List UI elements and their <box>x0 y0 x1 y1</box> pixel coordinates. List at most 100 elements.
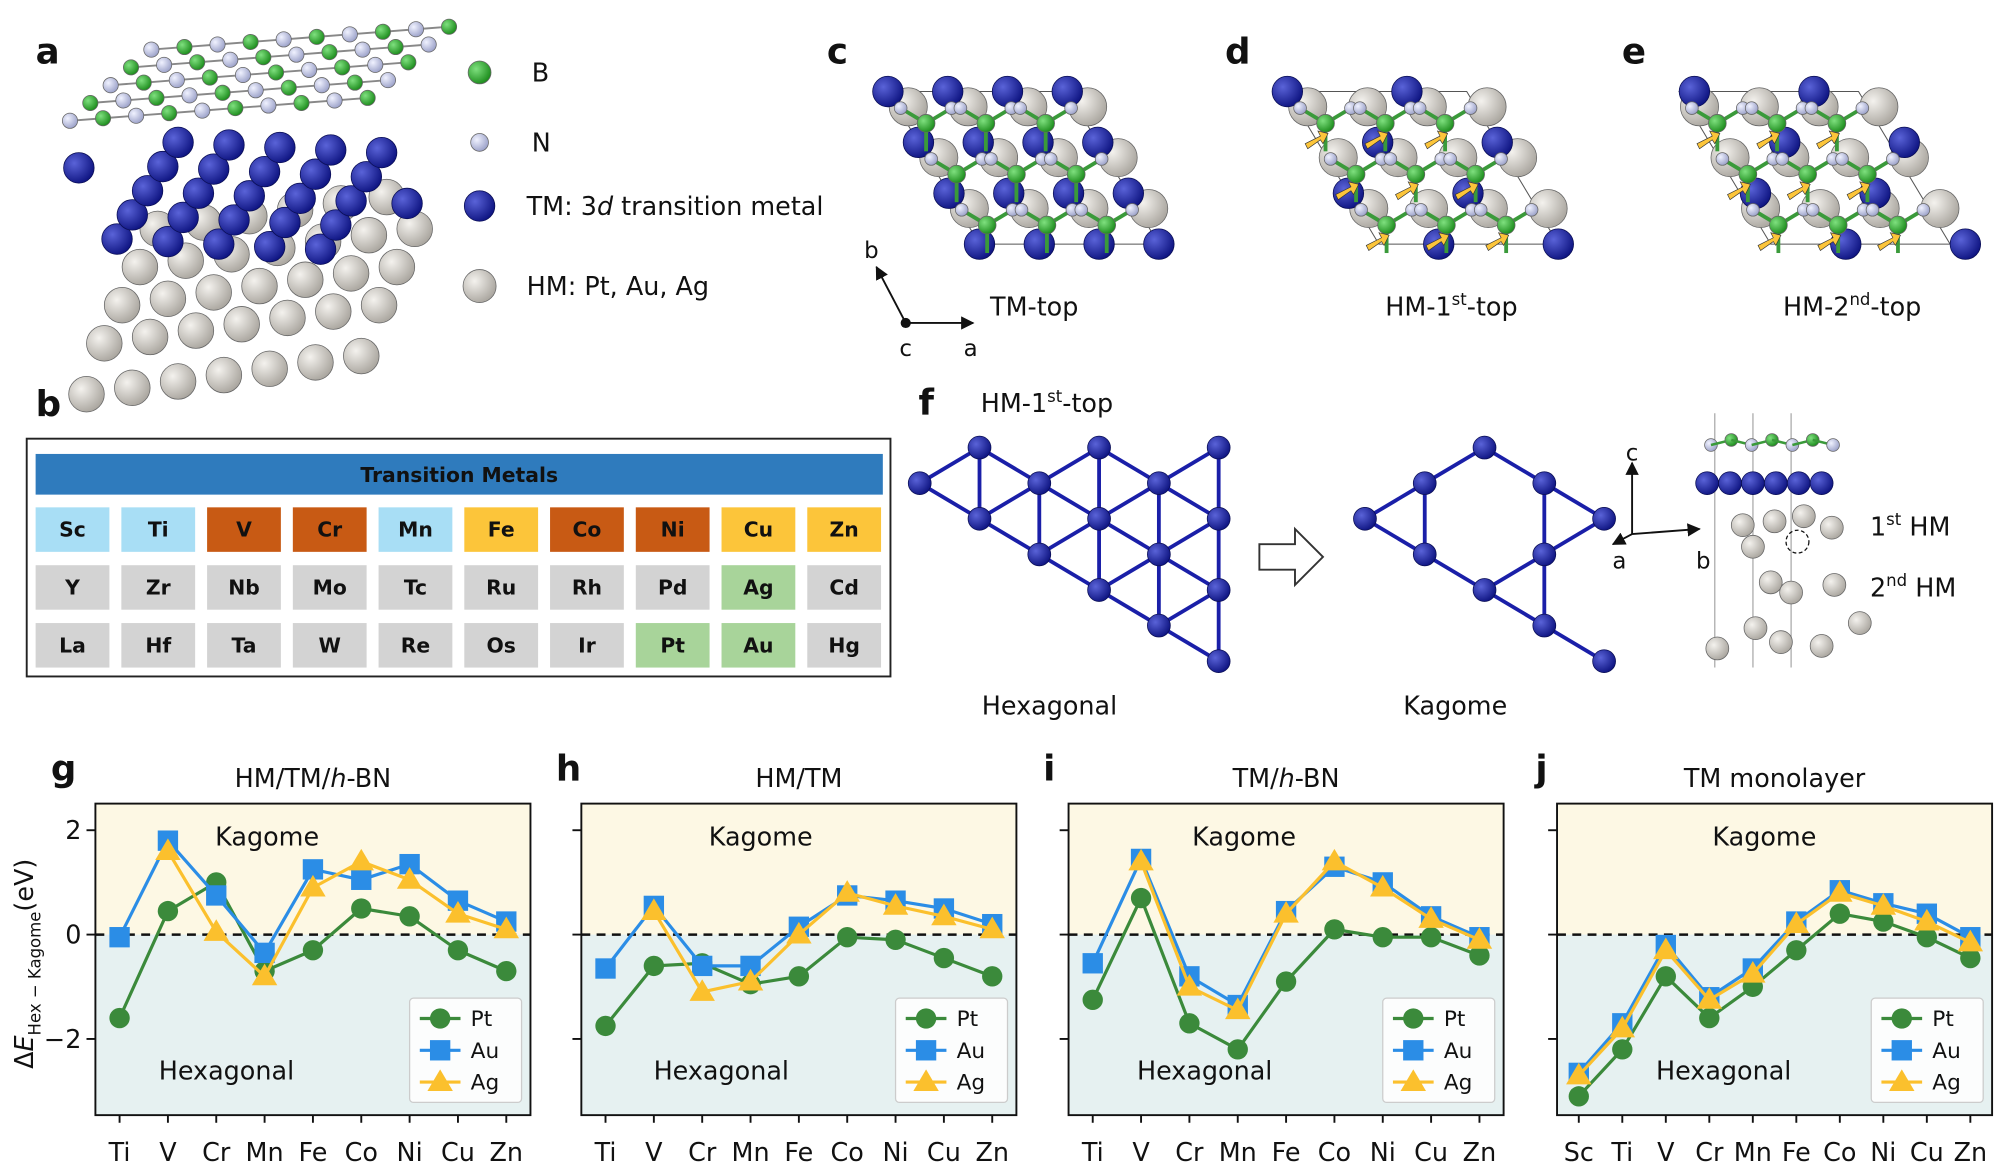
x-tick-label: Co <box>1823 1137 1856 1166</box>
gray-atom <box>121 248 159 286</box>
element-symbol: Ni <box>661 518 685 542</box>
element-symbol: Cu <box>744 518 773 542</box>
blue-atom <box>1112 177 1144 209</box>
marker <box>1469 945 1490 966</box>
marker <box>206 885 227 906</box>
n-atom <box>301 61 318 78</box>
table-title: Transition Metals <box>360 463 558 487</box>
n-atom <box>893 101 908 115</box>
blue-atom <box>967 435 992 460</box>
marker <box>1889 1069 1915 1091</box>
n-atom <box>1044 152 1058 166</box>
n-atom <box>194 102 211 119</box>
region-label: Hexagonal <box>654 1056 789 1086</box>
marker <box>1130 887 1152 909</box>
x-tick-label: Ti <box>1081 1137 1104 1166</box>
green-atom <box>400 54 417 71</box>
text-part: HM-1 <box>1385 291 1451 321</box>
green-atom <box>280 79 297 96</box>
legend-label: Pt <box>471 1007 493 1032</box>
blue-atom <box>1087 578 1111 602</box>
n-atom <box>379 72 397 89</box>
green-atom <box>441 18 458 35</box>
x-tick-label: Sc <box>1564 1137 1594 1166</box>
blue-atom <box>1532 542 1557 567</box>
moment-arrow <box>1365 232 1390 251</box>
green-atom <box>82 94 99 112</box>
green-atom <box>1466 164 1485 184</box>
element-symbol: Y <box>64 575 80 599</box>
green-atom <box>1406 164 1426 184</box>
structure-illustrations <box>61 18 1982 674</box>
blue-atom <box>167 201 199 234</box>
n-atom <box>181 87 198 104</box>
marker <box>1403 1040 1424 1061</box>
x-tick-label: Ni <box>1870 1137 1896 1166</box>
legend-label: Pt <box>1932 1007 1954 1032</box>
n-atom <box>1805 203 1820 217</box>
green-atom <box>1858 164 1877 184</box>
n-atom <box>102 77 119 94</box>
n-atom <box>1125 203 1139 217</box>
series-line <box>1577 912 1972 1098</box>
series <box>595 927 1003 1037</box>
element-cell <box>35 507 110 552</box>
element-symbol: Rh <box>572 575 602 599</box>
element-cell <box>292 565 367 610</box>
panel-caption: HM-2nd-top <box>1783 290 1921 321</box>
element-symbol: V <box>236 518 252 542</box>
marker <box>1916 927 1938 948</box>
moment-arrow <box>1786 181 1811 201</box>
gray-atom <box>149 280 187 317</box>
x-tick-label: V <box>645 1137 663 1166</box>
element-cell <box>121 507 196 552</box>
n-atom <box>313 77 330 94</box>
text-part: d <box>597 191 614 221</box>
text-part: HM/TM/ <box>235 763 331 793</box>
panel-label: g <box>51 749 77 790</box>
blue-atom <box>63 152 95 184</box>
marker <box>1566 1062 1592 1085</box>
green-atom <box>308 28 325 45</box>
chart-title: TM monolayer <box>1683 763 1866 793</box>
green-atom <box>1007 164 1026 184</box>
element-cell <box>378 507 453 552</box>
n-atom <box>470 133 489 152</box>
gray-atom <box>1730 513 1755 537</box>
text-part: Hex − Kagome <box>26 912 45 1036</box>
text-part: st <box>1452 290 1468 309</box>
x-tick-label: Ti <box>594 1137 617 1166</box>
chart-title: HM/TM <box>755 763 842 793</box>
x-tick-label: Co <box>1318 1137 1351 1166</box>
text-part: HM-2 <box>1783 291 1849 321</box>
x-tick-label: Fe <box>784 1137 813 1166</box>
n-atom <box>1074 203 1089 217</box>
blue-atom <box>1888 126 1920 159</box>
marker <box>643 955 665 977</box>
element-cell <box>721 623 796 668</box>
blue-atom <box>967 506 992 531</box>
blue-atom <box>872 75 904 108</box>
x-tick-label: Mn <box>732 1137 770 1166</box>
n-atom <box>168 72 185 89</box>
n-atom <box>984 152 998 166</box>
x-tick-label: Cu <box>927 1137 961 1166</box>
element-cell <box>121 623 196 668</box>
blue-atom <box>304 233 337 265</box>
green-atom <box>1346 164 1366 184</box>
moment-arrow <box>1696 130 1721 150</box>
marker <box>1655 966 1676 987</box>
n-atom <box>1744 101 1759 115</box>
green-atom <box>1769 215 1788 235</box>
blue-atom <box>198 153 230 185</box>
text-part: (eV) <box>9 859 39 912</box>
n-atom <box>1746 203 1760 217</box>
table-header <box>35 453 883 495</box>
green-atom <box>1828 215 1848 235</box>
gray-atom <box>378 248 416 286</box>
element-symbol: Re <box>401 633 430 657</box>
blue-atom <box>1481 126 1513 159</box>
blue-atom <box>1741 471 1765 496</box>
marker <box>300 874 326 897</box>
